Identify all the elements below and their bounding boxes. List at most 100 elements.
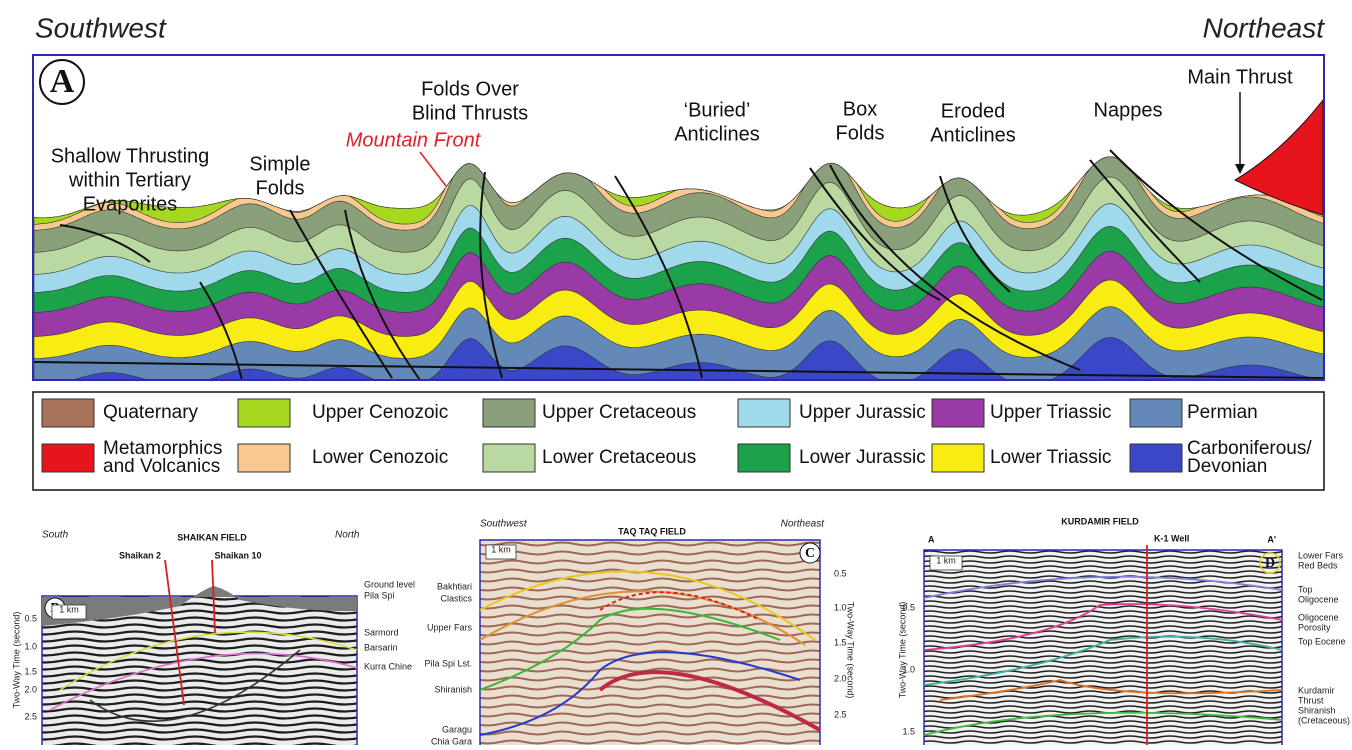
label: Ground level <box>364 579 415 589</box>
label: Folds Over <box>421 78 519 100</box>
label: Barsarin <box>364 642 398 652</box>
label: Box <box>843 98 877 120</box>
label: Bakhtiari <box>437 581 472 591</box>
label: A <box>928 534 935 544</box>
label: Lower Fars <box>1298 550 1344 560</box>
label: KURDAMIR FIELD <box>1061 516 1139 526</box>
label: Blind Thrusts <box>412 102 528 124</box>
cross-section <box>34 157 1324 385</box>
label: 1 km <box>936 555 956 565</box>
label: Shallow Thrusting <box>51 145 210 167</box>
label: 2.5 <box>24 711 37 721</box>
label: within Tertiary <box>68 169 191 191</box>
legend-swatch <box>42 444 94 472</box>
label: 2.0 <box>834 673 847 683</box>
label: Permian <box>1187 402 1258 423</box>
label: Simple <box>249 153 310 175</box>
label: Main Thrust <box>1187 66 1293 88</box>
legend-swatch <box>738 444 790 472</box>
label: Southwest <box>35 12 167 43</box>
label: Thrust <box>1298 695 1324 705</box>
label: ‘Buried’ <box>684 99 751 121</box>
label: Lower Cenozoic <box>312 447 448 468</box>
label: K-1 Well <box>1154 533 1189 543</box>
label: Upper Triassic <box>990 402 1111 423</box>
label: Nappes <box>1094 99 1163 121</box>
page: {"header":{"left":"Southwest","right":"N… <box>0 0 1352 745</box>
label: Two-Way Time (second) <box>846 602 856 699</box>
label: Garagu <box>442 724 472 734</box>
label: Shiranish <box>434 684 472 694</box>
arrow-head <box>1235 164 1245 174</box>
label: Shaikan 2 <box>119 550 161 560</box>
legend-swatch <box>932 399 984 427</box>
pointer <box>420 152 446 186</box>
label: (Cretaceous) <box>1298 715 1350 725</box>
label: 1.0 <box>24 641 37 651</box>
legend-swatch <box>483 444 535 472</box>
label: 2.5 <box>834 709 847 719</box>
legend-swatch <box>42 399 94 427</box>
label: Northeast <box>781 519 826 530</box>
label: Lower Jurassic <box>799 447 926 468</box>
label: South <box>42 530 69 541</box>
figure: Southwest Northeast A Shallow Thrustingwith… <box>0 0 1352 745</box>
label: Oligocene <box>1298 612 1339 622</box>
label: Two-Way Time (second) <box>897 602 907 699</box>
label: A' <box>1267 534 1276 544</box>
label: Chia Gara <box>431 736 472 745</box>
legend-swatch <box>1130 399 1182 427</box>
label: Shaikan 10 <box>214 550 261 560</box>
label: 1 km <box>491 544 511 554</box>
label: Two-Way Time (second) <box>11 612 21 709</box>
label: 1.5 <box>834 637 847 647</box>
label: Upper Cenozoic <box>312 402 448 423</box>
legend-swatch <box>238 444 290 472</box>
label: Sarmord <box>364 627 399 637</box>
label: Quaternary <box>103 402 199 423</box>
label: 1.5 <box>24 666 37 676</box>
label: Lower Cretaceous <box>542 447 696 468</box>
label: Evaporites <box>83 193 178 215</box>
label: 1.5 <box>902 726 915 736</box>
label: 1 km <box>59 604 79 614</box>
label: Mountain Front <box>346 129 482 151</box>
label: Folds <box>256 177 305 199</box>
legend-swatch <box>238 399 290 427</box>
label: Porosity <box>1298 622 1331 632</box>
label: Southwest <box>480 519 528 530</box>
label: Shiranish <box>1298 705 1336 715</box>
label: Lower Triassic <box>990 447 1111 468</box>
label: Devonian <box>1187 456 1267 477</box>
legend-swatch <box>738 399 790 427</box>
seismic-c <box>480 540 820 745</box>
label: Upper Jurassic <box>799 402 926 423</box>
legend-swatch <box>1130 444 1182 472</box>
label: A <box>50 63 75 100</box>
label: C <box>805 546 815 561</box>
label: Upper Cretaceous <box>542 402 696 423</box>
label: Upper Fars <box>427 622 473 632</box>
legend-swatch <box>932 444 984 472</box>
label: Kurra Chine <box>364 661 412 671</box>
label: Oligocene <box>1298 594 1339 604</box>
label: Folds <box>836 122 885 144</box>
label: Top Eocene <box>1298 636 1346 646</box>
label: Red Beds <box>1298 560 1338 570</box>
label: 0.5 <box>24 613 37 623</box>
label: Top <box>1298 584 1313 594</box>
label: Anticlines <box>674 123 760 145</box>
label: SHAIKAN FIELD <box>177 532 247 542</box>
label: Pila Spi Lst. <box>424 658 472 668</box>
label: Kurdamir <box>1298 685 1335 695</box>
label: D <box>1265 556 1275 571</box>
label: Clastics <box>440 593 472 603</box>
label: Pila Spi <box>364 590 395 600</box>
label: Eroded <box>941 100 1006 122</box>
label: 1.0 <box>834 602 847 612</box>
label: North <box>335 530 360 541</box>
label: 0.5 <box>834 568 847 578</box>
label: Anticlines <box>930 124 1016 146</box>
label: 2.0 <box>24 684 37 694</box>
legend-swatch <box>483 399 535 427</box>
